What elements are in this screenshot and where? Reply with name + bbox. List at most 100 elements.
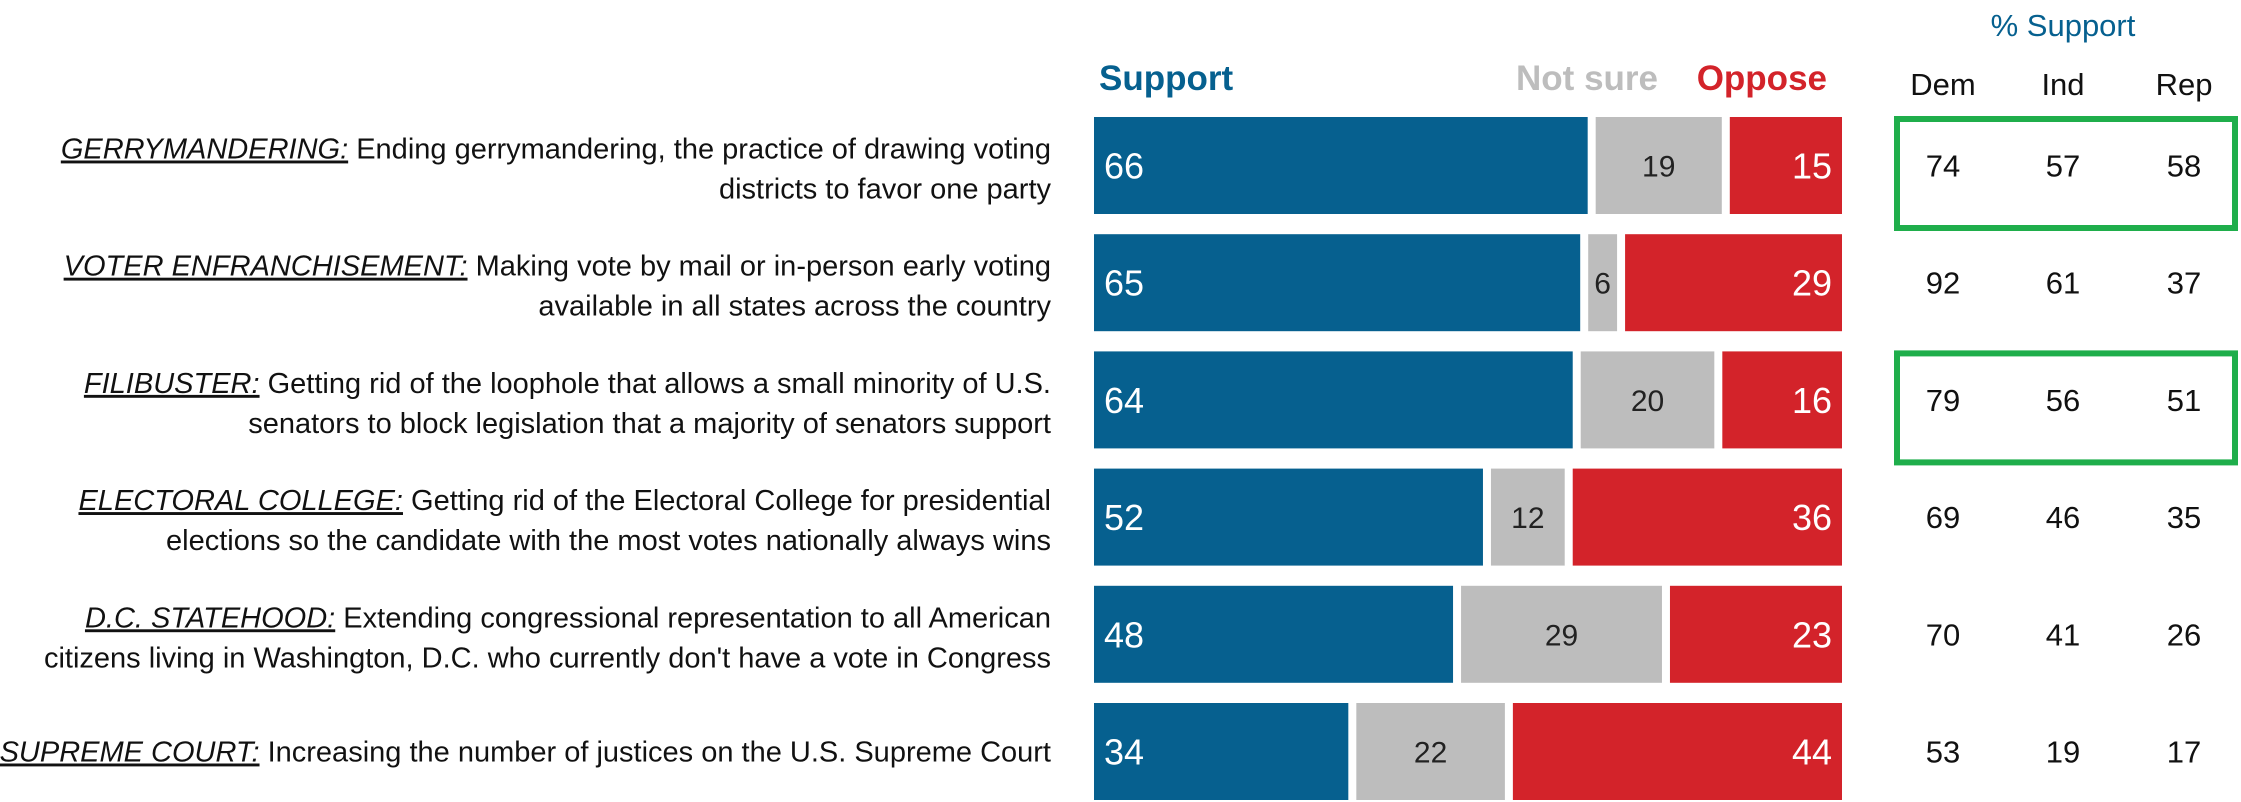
value-label-not-sure: 6	[1594, 268, 1611, 301]
chart-row: GERRYMANDERING: Ending gerrymandering, t…	[61, 116, 2238, 231]
item-label-line-1: GERRYMANDERING: Ending gerrymandering, t…	[61, 134, 1051, 166]
value-label-support: 48	[1104, 614, 1144, 655]
item-description-1: Ending gerrymandering, the practice of d…	[348, 134, 1051, 166]
party-value-ind: 61	[2046, 266, 2080, 301]
item-label-line-1: FILIBUSTER: Getting rid of the loophole …	[84, 368, 1051, 400]
item-description-2: available in all states across the count…	[538, 291, 1051, 323]
value-label-oppose: 44	[1792, 732, 1832, 773]
value-label-support: 52	[1104, 497, 1144, 538]
item-label-line-1: D.C. STATEHOOD: Extending congressional …	[85, 602, 1051, 634]
item-label: ELECTORAL COLLEGE: Getting rid of the El…	[78, 485, 1051, 557]
item-label: D.C. STATEHOOD: Extending congressional …	[44, 602, 1051, 674]
bar-support	[1094, 234, 1581, 332]
bar-support	[1094, 117, 1588, 214]
bar-oppose	[1625, 234, 1842, 332]
party-support-header: % Support	[1991, 8, 2136, 43]
chart-row: ELECTORAL COLLEGE: Getting rid of the El…	[78, 468, 2201, 566]
item-category: FILIBUSTER:	[84, 368, 260, 400]
bar-support	[1094, 351, 1573, 449]
bar-oppose	[1669, 585, 1842, 683]
bar-not-sure	[1595, 117, 1722, 214]
party-value-ind: 56	[2046, 383, 2080, 418]
bar-oppose	[1722, 351, 1842, 449]
value-label-support: 66	[1104, 146, 1144, 187]
party-value-dem: 69	[1926, 500, 1960, 535]
value-label-not-sure: 29	[1545, 619, 1578, 652]
item-description-2: senators to block legislation that a maj…	[248, 408, 1051, 440]
party-value-ind: 57	[2046, 149, 2080, 184]
value-label-support: 34	[1104, 732, 1144, 773]
bar-oppose	[1512, 703, 1842, 800]
chart-rows: GERRYMANDERING: Ending gerrymandering, t…	[0, 116, 2238, 800]
value-label-not-sure: 19	[1642, 151, 1675, 184]
value-label-support: 64	[1104, 380, 1144, 421]
party-col-rep: Rep	[2156, 67, 2213, 102]
item-label-line-1: VOTER ENFRANCHISEMENT: Making vote by ma…	[64, 251, 1051, 283]
party-col-dem: Dem	[1910, 67, 1975, 102]
item-category: ELECTORAL COLLEGE:	[78, 485, 403, 517]
party-value-dem: 74	[1926, 149, 1960, 184]
legend-support: Support	[1099, 59, 1233, 98]
item-description-1: Increasing the number of justices on the…	[260, 737, 1051, 769]
value-label-oppose: 29	[1792, 263, 1832, 304]
bar-not-sure	[1356, 703, 1505, 800]
party-value-rep: 26	[2167, 617, 2201, 652]
value-label-not-sure: 22	[1414, 737, 1447, 770]
item-category: VOTER ENFRANCHISEMENT:	[64, 251, 468, 283]
item-description-2: elections so the candidate with the most…	[166, 525, 1051, 557]
highlight-box	[1894, 116, 2238, 231]
party-value-dem: 92	[1926, 266, 1960, 301]
chart-row: VOTER ENFRANCHISEMENT: Making vote by ma…	[64, 234, 2201, 332]
party-value-dem: 70	[1926, 617, 1960, 652]
party-value-dem: 53	[1926, 735, 1960, 770]
item-label: GERRYMANDERING: Ending gerrymandering, t…	[61, 134, 1052, 206]
item-description-1: Making vote by mail or in-person early v…	[468, 251, 1051, 283]
legend-oppose: Oppose	[1697, 59, 1827, 98]
value-label-support: 65	[1104, 263, 1144, 304]
value-label-not-sure: 12	[1511, 502, 1544, 535]
chart-row: D.C. STATEHOOD: Extending congressional …	[44, 585, 2201, 683]
chart-row: SUPREME COURT: Increasing the number of …	[0, 703, 2201, 800]
party-value-rep: 58	[2167, 149, 2201, 184]
bar-support	[1094, 585, 1454, 683]
value-label-oppose: 36	[1792, 497, 1832, 538]
party-value-rep: 35	[2167, 500, 2201, 535]
chart-row: FILIBUSTER: Getting rid of the loophole …	[84, 350, 2238, 466]
value-label-oppose: 16	[1792, 380, 1832, 421]
party-value-ind: 41	[2046, 617, 2080, 652]
item-category: SUPREME COURT:	[0, 737, 260, 769]
item-description-1: Getting rid of the loophole that allows …	[260, 368, 1051, 400]
value-label-oppose: 15	[1792, 146, 1832, 187]
item-description-2: districts to favor one party	[719, 174, 1052, 206]
item-description-2: citizens living in Washington, D.C. who …	[44, 642, 1051, 674]
value-label-not-sure: 20	[1631, 385, 1664, 418]
item-category: D.C. STATEHOOD:	[85, 602, 335, 634]
party-value-rep: 17	[2167, 735, 2201, 770]
item-category: GERRYMANDERING:	[61, 134, 348, 166]
party-value-rep: 37	[2167, 266, 2201, 301]
party-value-dem: 79	[1926, 383, 1960, 418]
party-value-ind: 46	[2046, 500, 2080, 535]
bar-not-sure	[1461, 585, 1662, 683]
chart-header: Support Not sure Oppose % Support Dem In…	[1099, 8, 2212, 102]
value-label-oppose: 23	[1792, 614, 1832, 655]
highlight-box	[1894, 350, 2238, 466]
legend-not-sure: Not sure	[1516, 59, 1658, 98]
item-label-line-1: SUPREME COURT: Increasing the number of …	[0, 737, 1051, 769]
item-label: FILIBUSTER: Getting rid of the loophole …	[84, 368, 1051, 440]
item-label: VOTER ENFRANCHISEMENT: Making vote by ma…	[64, 251, 1052, 323]
item-label-line-1: ELECTORAL COLLEGE: Getting rid of the El…	[78, 485, 1051, 517]
bar-support	[1094, 703, 1349, 800]
item-description-1: Getting rid of the Electoral College for…	[403, 485, 1051, 517]
bar-not-sure	[1580, 351, 1715, 449]
bar-oppose	[1572, 468, 1842, 566]
bar-not-sure	[1490, 468, 1565, 566]
bar-support	[1094, 468, 1483, 566]
bar-not-sure	[1588, 234, 1618, 332]
item-label: SUPREME COURT: Increasing the number of …	[0, 737, 1051, 769]
party-col-ind: Ind	[2041, 67, 2084, 102]
bar-oppose	[1729, 117, 1842, 214]
item-description-1: Extending congressional representation t…	[335, 602, 1051, 634]
party-value-rep: 51	[2167, 383, 2201, 418]
